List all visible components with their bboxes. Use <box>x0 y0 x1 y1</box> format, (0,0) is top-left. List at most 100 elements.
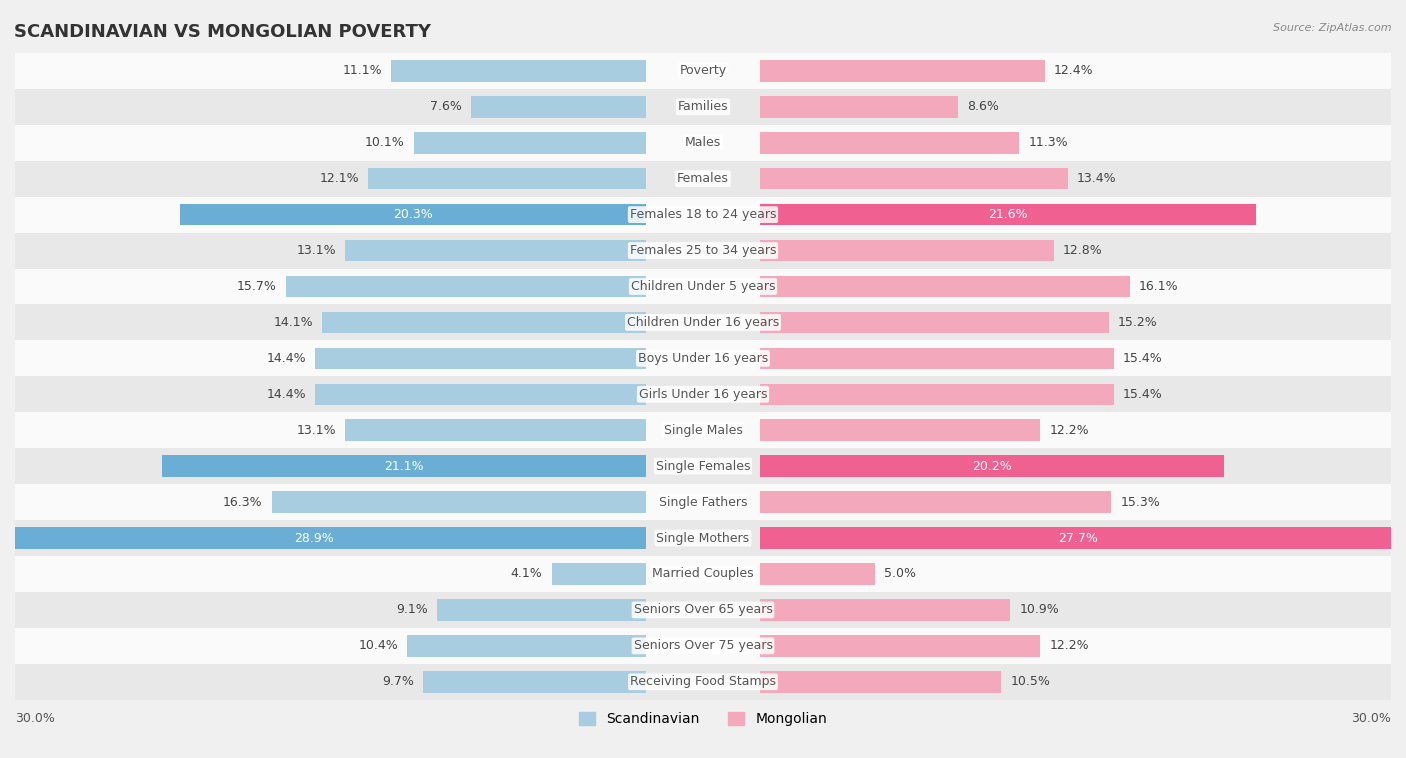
Text: Boys Under 16 years: Boys Under 16 years <box>638 352 768 365</box>
Bar <box>15 484 1391 520</box>
Text: 12.2%: 12.2% <box>1049 424 1088 437</box>
Text: Females 18 to 24 years: Females 18 to 24 years <box>630 208 776 221</box>
Bar <box>408 635 645 656</box>
Bar <box>413 132 645 154</box>
Bar <box>346 419 645 441</box>
Bar <box>761 635 1040 656</box>
Text: 10.5%: 10.5% <box>1011 675 1050 688</box>
Text: 15.3%: 15.3% <box>1121 496 1160 509</box>
Bar <box>15 556 1391 592</box>
Text: 20.2%: 20.2% <box>972 459 1012 473</box>
Text: Males: Males <box>685 136 721 149</box>
Text: Children Under 16 years: Children Under 16 years <box>627 316 779 329</box>
Text: 30.0%: 30.0% <box>15 713 55 725</box>
Bar <box>15 233 1391 268</box>
Text: 15.2%: 15.2% <box>1118 316 1159 329</box>
Bar <box>15 664 1391 700</box>
Bar <box>285 276 645 297</box>
Text: 27.7%: 27.7% <box>1059 531 1098 544</box>
Bar <box>15 196 1391 233</box>
Bar <box>315 348 645 369</box>
Text: 9.1%: 9.1% <box>396 603 427 616</box>
Text: 14.4%: 14.4% <box>267 352 307 365</box>
Bar <box>761 671 1001 693</box>
Bar <box>15 89 1391 125</box>
Bar <box>368 168 645 190</box>
Text: 14.4%: 14.4% <box>267 388 307 401</box>
Text: 20.3%: 20.3% <box>394 208 433 221</box>
Text: 13.4%: 13.4% <box>1077 172 1116 185</box>
Bar <box>15 161 1391 196</box>
Bar <box>15 412 1391 448</box>
Bar <box>346 240 645 262</box>
Bar <box>761 348 1114 369</box>
Text: 21.6%: 21.6% <box>988 208 1028 221</box>
Text: Girls Under 16 years: Girls Under 16 years <box>638 388 768 401</box>
Text: 12.8%: 12.8% <box>1063 244 1102 257</box>
Bar <box>0 528 645 549</box>
Text: 15.4%: 15.4% <box>1122 388 1163 401</box>
Bar <box>761 240 1054 262</box>
Text: Females 25 to 34 years: Females 25 to 34 years <box>630 244 776 257</box>
Text: Receiving Food Stamps: Receiving Food Stamps <box>630 675 776 688</box>
Text: Single Mothers: Single Mothers <box>657 531 749 544</box>
Bar <box>761 419 1040 441</box>
Text: Children Under 5 years: Children Under 5 years <box>631 280 775 293</box>
Text: 7.6%: 7.6% <box>430 100 463 113</box>
Text: 15.7%: 15.7% <box>236 280 277 293</box>
Bar <box>761 168 1067 190</box>
Bar <box>761 96 957 117</box>
Bar <box>315 384 645 405</box>
Text: 4.1%: 4.1% <box>510 568 543 581</box>
Bar <box>15 376 1391 412</box>
Text: Seniors Over 65 years: Seniors Over 65 years <box>634 603 772 616</box>
Bar <box>761 60 1045 82</box>
Bar <box>471 96 645 117</box>
Bar <box>15 520 1391 556</box>
Text: 10.4%: 10.4% <box>359 639 398 653</box>
Text: 12.1%: 12.1% <box>319 172 359 185</box>
Text: Single Males: Single Males <box>664 424 742 437</box>
Text: 12.4%: 12.4% <box>1054 64 1094 77</box>
Text: Single Fathers: Single Fathers <box>659 496 747 509</box>
Bar <box>761 491 1111 513</box>
Bar <box>15 125 1391 161</box>
Text: 16.3%: 16.3% <box>224 496 263 509</box>
Bar <box>15 592 1391 628</box>
Text: Poverty: Poverty <box>679 64 727 77</box>
Text: Single Females: Single Females <box>655 459 751 473</box>
Bar <box>391 60 645 82</box>
Text: Source: ZipAtlas.com: Source: ZipAtlas.com <box>1274 23 1392 33</box>
Bar <box>271 491 645 513</box>
Legend: Scandinavian, Mongolian: Scandinavian, Mongolian <box>574 706 832 731</box>
Bar <box>761 563 875 584</box>
Bar <box>761 312 1109 334</box>
Bar <box>761 204 1256 225</box>
Text: 13.1%: 13.1% <box>297 244 336 257</box>
Text: 11.3%: 11.3% <box>1029 136 1069 149</box>
Text: Seniors Over 75 years: Seniors Over 75 years <box>634 639 772 653</box>
Text: 10.9%: 10.9% <box>1019 603 1059 616</box>
Text: 28.9%: 28.9% <box>294 531 335 544</box>
Text: 5.0%: 5.0% <box>884 568 917 581</box>
Bar <box>15 340 1391 376</box>
Bar <box>761 456 1223 477</box>
Bar <box>761 599 1011 621</box>
Text: 13.1%: 13.1% <box>297 424 336 437</box>
Bar <box>761 132 1019 154</box>
Bar <box>761 276 1129 297</box>
Bar <box>423 671 645 693</box>
Text: Females: Females <box>678 172 728 185</box>
Bar <box>761 384 1114 405</box>
Text: 21.1%: 21.1% <box>384 459 423 473</box>
Text: Married Couples: Married Couples <box>652 568 754 581</box>
Bar <box>551 563 645 584</box>
Bar <box>180 204 645 225</box>
Text: 11.1%: 11.1% <box>342 64 382 77</box>
Text: 30.0%: 30.0% <box>1351 713 1391 725</box>
Text: 12.2%: 12.2% <box>1049 639 1088 653</box>
Text: 9.7%: 9.7% <box>382 675 413 688</box>
Bar <box>437 599 645 621</box>
Bar <box>15 448 1391 484</box>
Bar <box>162 456 645 477</box>
